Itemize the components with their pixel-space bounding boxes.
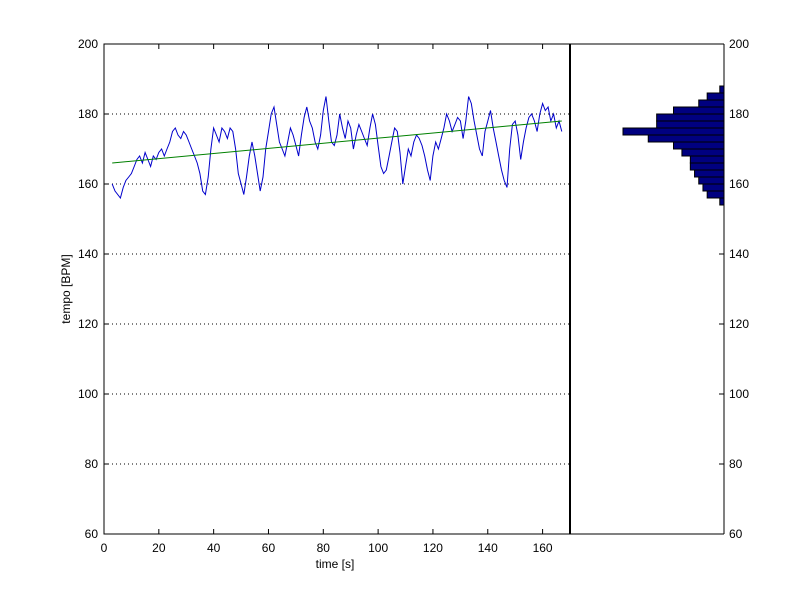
histogram-bar <box>706 190 725 199</box>
y-tick-label: 180 <box>78 107 98 121</box>
histogram-bar <box>681 148 725 157</box>
histogram-bar <box>673 106 725 115</box>
x-tick-label: 100 <box>368 541 388 555</box>
trend-line <box>112 120 562 164</box>
histogram-y-tick-label: 200 <box>729 37 749 51</box>
histogram-bar <box>656 113 725 122</box>
x-tick-label: 60 <box>262 541 276 555</box>
x-tick-label: 20 <box>152 541 166 555</box>
x-tick-label: 140 <box>478 541 498 555</box>
histogram-bar <box>719 85 725 94</box>
histogram-bar <box>656 120 725 129</box>
x-tick-label: 40 <box>207 541 221 555</box>
histogram-y-tick-label: 120 <box>729 317 749 331</box>
histogram-bar <box>673 141 725 150</box>
x-tick-label: 120 <box>423 541 443 555</box>
histogram-bar <box>698 176 725 185</box>
x-axis-label: time [s] <box>316 557 355 571</box>
y-tick-label: 80 <box>85 457 99 471</box>
histogram-y-tick-label: 140 <box>729 247 749 261</box>
y-tick-label: 120 <box>78 317 98 331</box>
histogram-bar <box>622 127 725 136</box>
histogram-bar <box>702 183 725 192</box>
histogram-bar <box>689 155 725 164</box>
histogram-bar <box>706 92 725 101</box>
histogram-y-tick-label: 160 <box>729 177 749 191</box>
histogram-y-tick-label: 180 <box>729 107 749 121</box>
tempo-series-line <box>111 96 563 200</box>
histogram-bar <box>719 197 725 206</box>
histogram-bar <box>689 162 725 171</box>
histogram-bar <box>698 99 725 108</box>
histogram-y-tick-label: 100 <box>729 387 749 401</box>
histogram-axes: 60 80 100 120 140 160 180 200 <box>570 37 749 541</box>
y-axis-label: tempo [BPM] <box>59 254 73 323</box>
histogram-y-tick-label: 80 <box>729 457 743 471</box>
y-tick-label: 140 <box>78 247 98 261</box>
x-tick-label: 160 <box>533 541 553 555</box>
x-tick-label: 0 <box>101 541 108 555</box>
histogram-bar <box>694 169 725 178</box>
y-tick-label: 200 <box>78 37 98 51</box>
y-tick-label: 60 <box>85 527 99 541</box>
x-tick-label: 80 <box>317 541 331 555</box>
histogram-y-tick-label: 60 <box>729 527 743 541</box>
histogram-bar <box>647 134 725 143</box>
y-tick-label: 160 <box>78 177 98 191</box>
y-tick-label: 100 <box>78 387 98 401</box>
main-plot-axes: 0 20 40 60 80 100 120 140 160 60 80 100 120 140 160 180… <box>59 37 571 571</box>
